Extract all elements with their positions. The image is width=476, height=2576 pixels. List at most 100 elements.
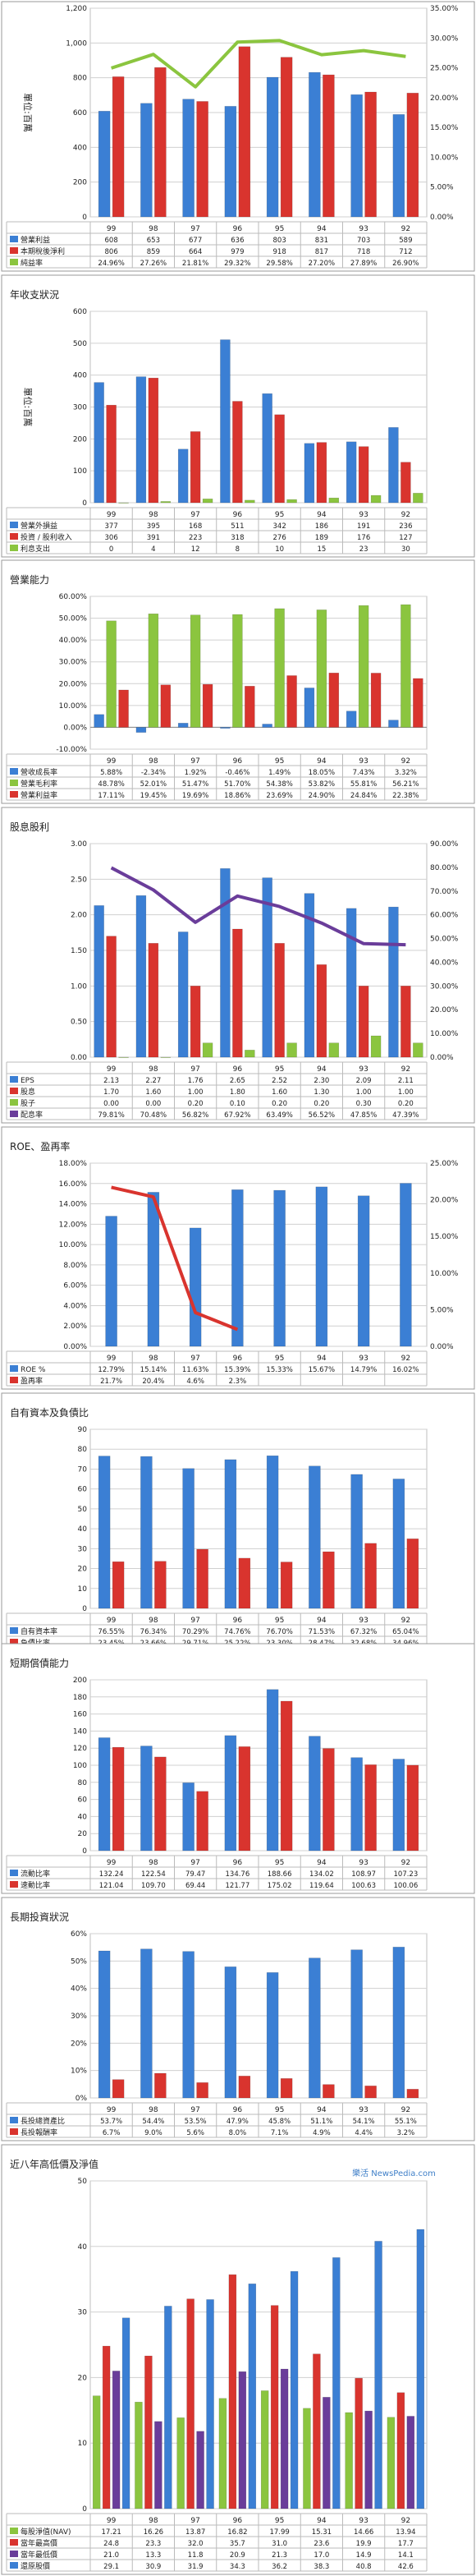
legend-label: 投資 / 股利收入: [21, 532, 72, 542]
table-cell: 24.90%: [309, 792, 335, 800]
legend-swatch: [10, 1377, 18, 1383]
bar-長投總資產比-99: [98, 1950, 111, 2099]
bar-負債比率-98: [154, 1561, 167, 1609]
table-cell: 21.3: [272, 2551, 287, 2560]
table-cell: 306: [105, 534, 118, 542]
bar-利息支出-96: [245, 499, 255, 504]
table-cell: 1.00: [398, 1088, 414, 1097]
legend-swatch: [10, 522, 18, 528]
y-tick-label: 300: [73, 404, 87, 412]
y2-tick-label: 5.00%: [430, 184, 454, 192]
legend-label: 股子: [21, 1099, 35, 1108]
x-tick-label: 93: [359, 225, 368, 233]
bar-當年最低價-97: [196, 2431, 204, 2509]
bar-營業利益-92: [392, 114, 405, 218]
bar-還原股價-95: [290, 2270, 299, 2509]
table-cell: 76.34%: [140, 1628, 167, 1636]
x-tick-label: 99: [107, 225, 117, 233]
table-cell: 22.38%: [392, 792, 419, 800]
bar-股子-95: [286, 1042, 297, 1058]
table-cell: 3.2%: [397, 2129, 415, 2137]
chart-title: 短期償債能力: [10, 1657, 69, 1669]
x-tick-label: 97: [190, 1065, 199, 1074]
bar-速動比率-98: [154, 1756, 167, 1852]
bar-營業毛利率-99: [106, 620, 117, 728]
bar-本期稅後淨利-93: [364, 91, 377, 218]
table-cell: 100.06: [394, 1882, 419, 1890]
bar-營業利益率-95: [286, 675, 297, 728]
bar-ROE %-95: [273, 1189, 286, 1347]
legend-label: 股息: [21, 1087, 35, 1097]
table-cell: 712: [399, 248, 412, 256]
table-cell: 7.43%: [353, 769, 375, 777]
bar-負債比率-93: [364, 1543, 377, 1609]
table-cell: 318: [231, 534, 244, 542]
bar-流動比率-95: [266, 1689, 279, 1852]
table-cell: 11.63%: [182, 1366, 208, 1374]
y-tick-label: 0.00%: [63, 1343, 87, 1351]
table-cell: 21.7%: [100, 1378, 122, 1386]
table-cell: 1.70: [103, 1088, 119, 1097]
table-cell: 0.00: [145, 1100, 161, 1108]
table-cell: 53.5%: [185, 2118, 207, 2126]
y-tick-label: 2.00: [71, 912, 87, 920]
y-tick-label: 0%: [76, 2095, 88, 2103]
bar-ROE %-92: [400, 1183, 412, 1347]
table-cell: 23.3: [145, 2540, 161, 2548]
x-tick-label: 96: [233, 2106, 243, 2114]
bar-營業外損益-97: [177, 448, 189, 504]
y2-tick-label: 80.00%: [430, 864, 459, 872]
bar-股子-96: [245, 1050, 255, 1058]
bar-營業利益-94: [309, 71, 321, 218]
bar-投資 / 股利收入-98: [148, 377, 159, 504]
x-tick-label: 93: [359, 757, 368, 766]
legend-label: EPS: [21, 1077, 34, 1085]
bar-股子-98: [160, 1056, 172, 1058]
bar-長投報酬率-92: [406, 2089, 419, 2099]
x-tick-label: 93: [359, 2517, 368, 2525]
y-tick-label: 40: [78, 2243, 88, 2252]
x-tick-label: 92: [401, 757, 410, 766]
bar-本期稅後淨利-92: [406, 93, 419, 218]
bar-營業利益率-93: [370, 673, 382, 728]
table-cell: 55.81%: [350, 780, 377, 789]
table-cell: 21.0: [103, 2551, 119, 2560]
x-tick-label: 96: [233, 2517, 243, 2525]
y2-tick-label: 20.00%: [430, 1197, 459, 1205]
table-cell: 2.27: [145, 1077, 161, 1085]
x-tick-label: 94: [317, 1065, 327, 1074]
table-cell: 109.70: [141, 1882, 166, 1890]
table-cell: 395: [147, 522, 160, 531]
table-cell: 27.20%: [309, 260, 335, 268]
table-cell: 276: [273, 534, 286, 542]
y-tick-label: 12.00%: [59, 1221, 88, 1229]
bar-ROE %-98: [147, 1192, 160, 1347]
bar-營業利益率-92: [413, 678, 423, 728]
y2-tick-label: 10.00%: [430, 1030, 459, 1038]
x-tick-label: 94: [317, 2517, 327, 2525]
y-tick-label: 10.00%: [59, 1241, 88, 1249]
bar-還原股價-94: [332, 2257, 341, 2509]
legend-swatch: [10, 247, 18, 254]
y-tick-label: 10: [78, 2440, 88, 2448]
bar-速動比率-93: [364, 1764, 377, 1852]
table-cell: 56.21%: [392, 780, 419, 789]
bar-長投報酬率-98: [154, 2072, 167, 2099]
bar-投資 / 股利收入-96: [232, 401, 243, 504]
bar-速動比率-97: [196, 1791, 208, 1852]
table-cell: 17.99: [269, 2528, 289, 2537]
table-cell: 48.78%: [98, 780, 124, 789]
bar-ROE %-99: [105, 1216, 117, 1347]
bar-營業利益率-99: [118, 689, 129, 728]
y-tick-label: 20.00%: [59, 680, 88, 688]
x-tick-label: 97: [190, 1355, 199, 1363]
table-cell: 134.02: [309, 1870, 334, 1879]
legend-label: 流動比率: [21, 1869, 50, 1879]
y-tick-label: 2.50: [71, 876, 87, 884]
y-tick-label: 20: [78, 1566, 88, 1574]
x-tick-label: 93: [359, 511, 368, 519]
y-tick-label: 30%: [71, 2012, 87, 2021]
bar-ROE %-96: [231, 1189, 244, 1347]
y-tick-label: 0.00%: [63, 724, 87, 732]
